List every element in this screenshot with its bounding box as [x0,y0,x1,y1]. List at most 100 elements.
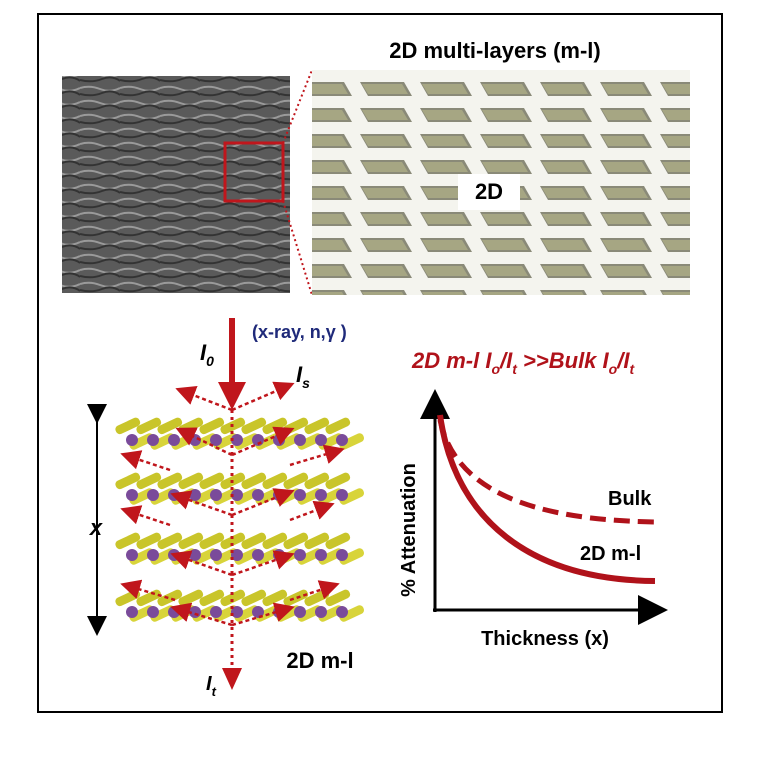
atom-yellow [339,548,365,565]
atom-yellow [115,417,141,435]
atom-yellow [304,472,330,490]
atom-yellow [115,532,141,550]
incident-arrowhead [218,382,246,410]
incident-label: I0 [200,340,214,369]
atom-yellow [220,532,246,550]
atom-purple [336,606,348,618]
atom-purple [147,606,159,618]
frame [37,13,723,713]
atom-purple [147,489,159,501]
atom-yellow [115,589,141,607]
atom-purple [231,489,243,501]
atom-purple [336,434,348,446]
subscript: o [609,361,618,377]
atom-purple [252,606,264,618]
y-axis-label: % Attenuation [398,463,420,597]
atom-purple [252,549,264,561]
zoom-line [282,200,313,296]
atom-purple [315,489,327,501]
atom-yellow [339,433,365,450]
scattered-ray [175,386,233,412]
atom-yellow [325,472,351,490]
atom-yellow [136,472,162,490]
atom-purple [210,434,222,446]
atom-yellow [339,488,365,505]
scattered-ray [231,550,295,577]
atom-purple [189,489,201,501]
atom-yellow [241,417,267,435]
atom-purple [147,434,159,446]
atom-yellow [115,472,141,490]
title: 2D multi-layers (m-l) [389,38,601,63]
transmitted-arrowhead [222,668,242,690]
subscript: t [512,361,518,377]
atom-purple [294,606,306,618]
atom-yellow [304,417,330,435]
atom-purple [315,434,327,446]
curve-label: Bulk [608,488,652,510]
atom-yellow [199,589,225,607]
atom-yellow [136,532,162,550]
atom-purple [315,606,327,618]
atom-purple [147,549,159,561]
scattered-label: Is [296,362,310,391]
atom-yellow [325,417,351,435]
atom-purple [210,549,222,561]
atom-yellow [241,472,267,490]
atom-yellow [241,589,267,607]
transmitted-label: It [206,673,217,699]
zoom-line [282,69,313,144]
scattered-ray [289,444,345,467]
atom-purple [189,549,201,561]
atom-yellow [220,589,246,607]
atom-yellow [136,589,162,607]
thickness-label: x [89,515,103,540]
atom-yellow [262,589,288,607]
atom-yellow [178,589,204,607]
scattered-ray [175,427,233,457]
plot-title: 2D m-l Io/It >>Bulk Io/It [411,348,635,377]
atom-yellow [157,589,183,607]
scattered-ray [231,426,295,457]
atom-yellow [199,417,225,435]
atom-purple [294,489,306,501]
scattered-ray [289,580,340,602]
atom-yellow [262,532,288,550]
atom-yellow [157,417,183,435]
atom-yellow [178,532,204,550]
atom-purple [126,434,138,446]
atom-yellow [325,532,351,550]
atom-yellow [339,605,365,622]
subscript: t [629,361,635,377]
atom-purple [210,606,222,618]
atom-yellow [325,589,351,607]
inset-label: 2D [475,179,503,204]
atom-yellow [283,589,309,607]
atom-purple [294,549,306,561]
atom-yellow [199,472,225,490]
atom-yellow [157,532,183,550]
x-axis-label: Thickness (x) [481,628,609,650]
scattered-ray [120,450,171,472]
sample-label: 2D m-l [286,648,353,673]
atom-purple [252,489,264,501]
curve-label: 2D m-l [580,543,641,565]
atom-yellow [283,532,309,550]
atom-purple [315,549,327,561]
scattered-ray [289,500,335,522]
atom-yellow [199,532,225,550]
scattered-ray [170,490,233,517]
atom-yellow [283,472,309,490]
atom-purple [168,434,180,446]
scattered-ray [170,550,233,577]
atom-purple [210,489,222,501]
sem-image [62,76,290,293]
scattered-ray [120,579,176,602]
atom-purple [126,549,138,561]
atom-yellow [262,417,288,435]
atom-yellow [178,472,204,490]
atom-purple [336,489,348,501]
atom-purple [294,434,306,446]
scattered-rays [120,381,345,627]
